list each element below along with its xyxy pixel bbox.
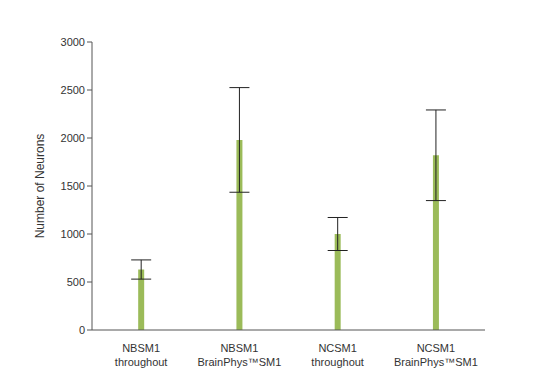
svg-text:3000: 3000 [61, 36, 85, 48]
svg-text:NCSM1BrainPhys™SM1: NCSM1BrainPhys™SM1 [394, 342, 478, 368]
svg-text:0: 0 [79, 324, 85, 336]
svg-text:2500: 2500 [61, 84, 85, 96]
svg-text:Number of Neurons: Number of Neurons [33, 134, 47, 239]
svg-text:500: 500 [67, 276, 85, 288]
svg-text:NBSM1throughout: NBSM1throughout [115, 342, 168, 368]
svg-text:1500: 1500 [61, 180, 85, 192]
svg-text:NCSM1throughout: NCSM1throughout [311, 342, 364, 368]
svg-text:1000: 1000 [61, 228, 85, 240]
svg-text:NBSM1BrainPhys™SM1: NBSM1BrainPhys™SM1 [197, 342, 281, 368]
svg-text:2000: 2000 [61, 132, 85, 144]
